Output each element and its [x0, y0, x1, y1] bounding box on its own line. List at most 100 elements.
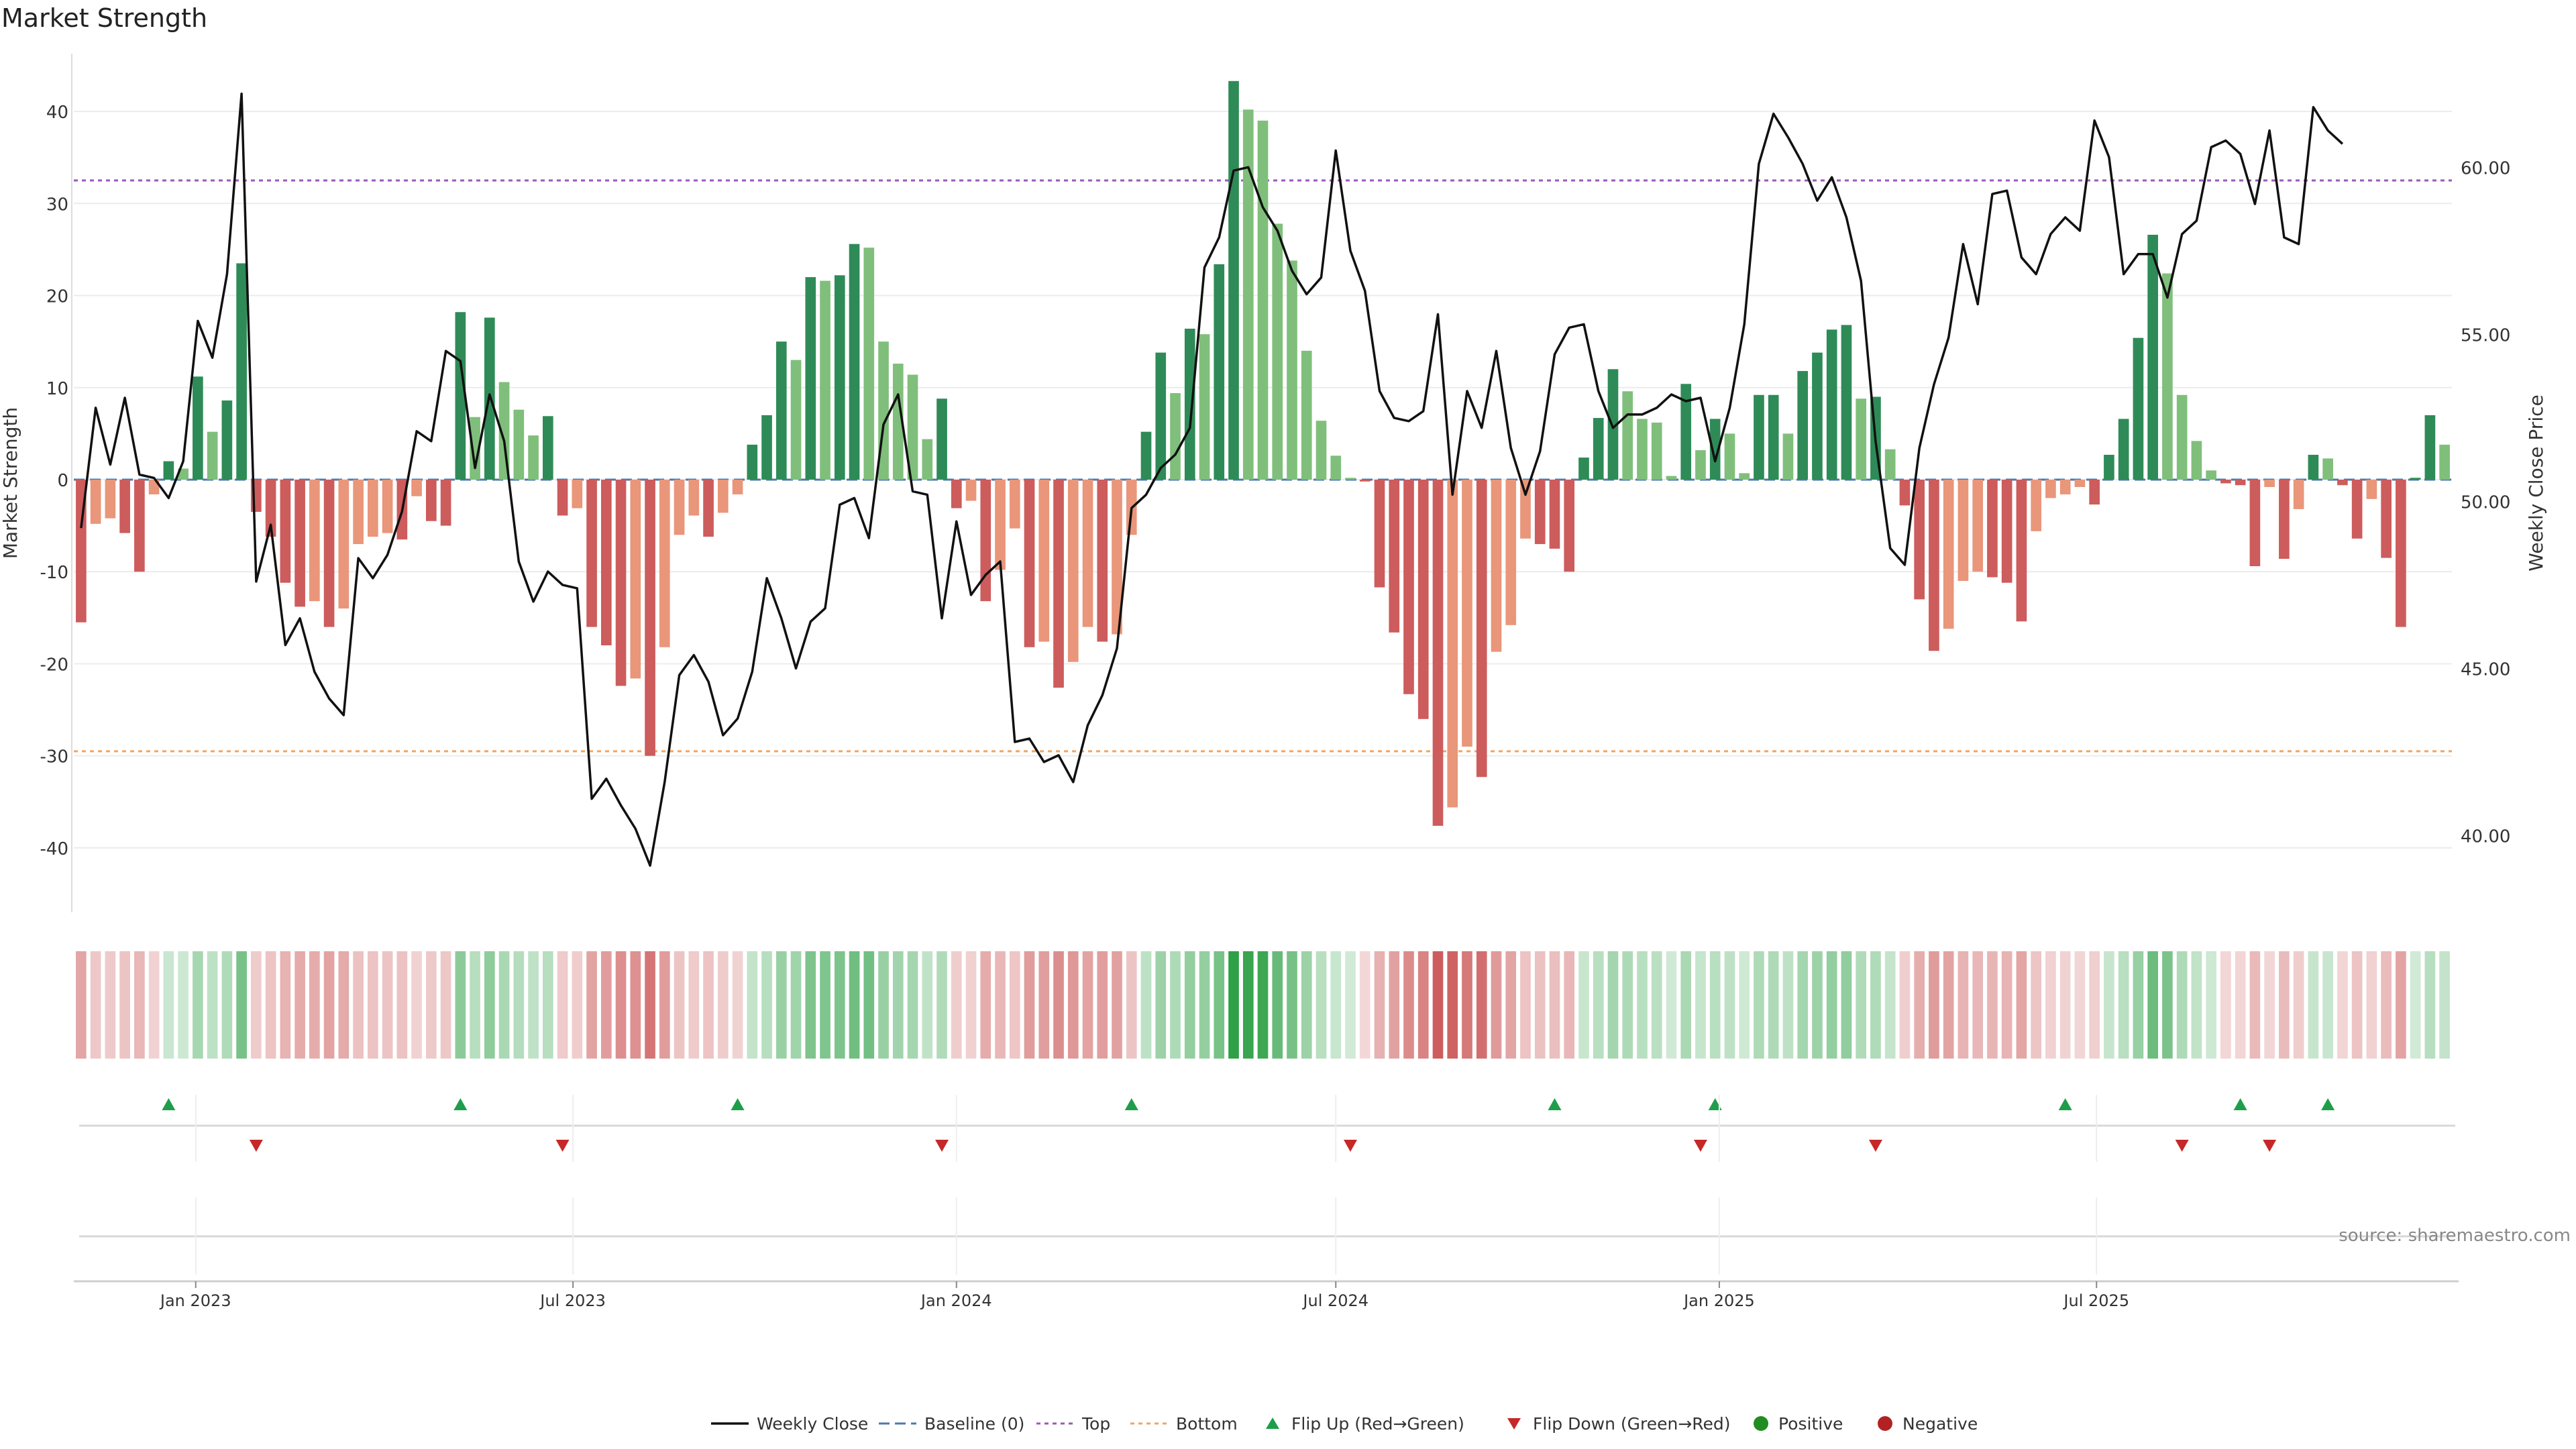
x-tick-label: Jan 2024 — [920, 1291, 992, 1310]
heat-cell — [396, 951, 408, 1059]
heat-cell — [1214, 951, 1225, 1059]
strength-bar — [2016, 480, 2027, 622]
heat-cell — [440, 951, 451, 1059]
strength-bar — [1520, 480, 1531, 539]
strength-bar — [440, 480, 451, 526]
heat-cell — [323, 951, 335, 1059]
heat-cell — [1345, 951, 1356, 1059]
heat-cell — [2366, 951, 2377, 1059]
legend-label: Positive — [1778, 1414, 1843, 1434]
heat-cell — [105, 951, 116, 1059]
heat-cell — [1242, 951, 1254, 1059]
heat-cell — [1389, 951, 1400, 1059]
strength-bar — [1155, 352, 1167, 480]
strength-bar — [1140, 431, 1152, 480]
strength-bar — [2279, 480, 2290, 559]
flip-up-marker — [731, 1098, 745, 1110]
x-tick-label: Jan 2025 — [1682, 1291, 1755, 1310]
y2-tick-label: 50.00 — [2461, 492, 2510, 513]
heat-cell — [2293, 951, 2304, 1059]
strength-bar — [1505, 480, 1517, 625]
strength-bar — [2045, 480, 2056, 498]
strength-bar — [907, 374, 918, 480]
legend-positive-swatch — [1754, 1416, 1768, 1431]
strength-bar — [1432, 480, 1444, 826]
heat-cell — [2001, 951, 2012, 1059]
heat-cell — [148, 951, 160, 1059]
heat-cell — [892, 951, 904, 1059]
strength-bar — [1782, 433, 1794, 480]
strength-bar — [703, 480, 714, 537]
heat-cell — [1155, 951, 1167, 1059]
strength-bar — [1549, 480, 1560, 549]
strength-bar — [1987, 480, 1998, 578]
heat-cell — [1797, 951, 1809, 1059]
strength-bar — [2059, 480, 2071, 494]
heat-cell — [775, 951, 787, 1059]
strength-bar — [1651, 422, 1662, 480]
heat-cell — [2308, 951, 2319, 1059]
strength-bar — [805, 277, 816, 480]
heat-cell — [1170, 951, 1181, 1059]
flip-up-marker — [2321, 1098, 2335, 1110]
strength-bar — [1462, 480, 1472, 747]
heat-cell — [1330, 951, 1342, 1059]
strength-bar — [1287, 260, 1297, 480]
strength-bar — [1680, 384, 1692, 480]
heat-cell — [178, 951, 189, 1059]
heat-cell — [1184, 951, 1195, 1059]
strength-bar — [338, 480, 350, 609]
heat-cell — [1739, 951, 1750, 1059]
heat-cell — [368, 951, 378, 1059]
heat-cell — [820, 951, 830, 1059]
strength-bar — [1578, 458, 1589, 480]
heat-cell — [1038, 951, 1050, 1059]
heat-cell — [2089, 951, 2100, 1059]
heat-cell — [965, 951, 977, 1059]
flip-up-marker — [2233, 1098, 2247, 1110]
heat-cell — [1782, 951, 1794, 1059]
heat-cell — [1812, 951, 1823, 1059]
heat-cell — [1374, 951, 1385, 1059]
strength-bar — [1695, 450, 1706, 480]
strength-bar — [674, 480, 685, 535]
strength-bar — [2424, 415, 2436, 480]
heat-cell — [936, 951, 947, 1059]
strength-bar — [1257, 120, 1269, 480]
legend-flip-down-swatch — [1507, 1418, 1521, 1430]
heat-cell — [1491, 951, 1502, 1059]
strength-bar — [1417, 480, 1429, 719]
strength-bar — [2089, 480, 2100, 505]
strength-bar — [1345, 478, 1356, 480]
heat-cell — [1957, 951, 1969, 1059]
y-tick-label: 10 — [46, 379, 68, 399]
heat-cell — [2220, 951, 2231, 1059]
flip-down-marker — [555, 1140, 570, 1152]
heat-cell — [878, 951, 889, 1059]
heat-cell — [1695, 951, 1706, 1059]
strength-bar — [834, 275, 845, 480]
strength-bar — [105, 480, 116, 519]
heat-cell — [411, 951, 422, 1059]
heat-cell — [1637, 951, 1648, 1059]
heat-cell — [1578, 951, 1589, 1059]
heat-cell — [995, 951, 1006, 1059]
strength-bar — [1593, 418, 1604, 480]
strength-bar — [2322, 458, 2333, 480]
strength-bar — [1082, 480, 1093, 627]
strength-bar — [586, 480, 597, 627]
legend-flip-up-swatch — [1266, 1417, 1279, 1429]
heat-cell — [309, 951, 320, 1059]
strength-bar — [790, 360, 802, 480]
strength-bar — [615, 480, 627, 686]
strength-bar — [1754, 394, 1764, 480]
strength-bar — [2410, 478, 2421, 480]
flip-down-marker — [935, 1140, 949, 1152]
y2-tick-label: 55.00 — [2461, 325, 2510, 345]
legend-label: Flip Down (Green→Red) — [1533, 1414, 1731, 1434]
flip-up-marker — [1708, 1098, 1722, 1110]
y-tick-label: 30 — [46, 195, 68, 215]
y2-tick-label: 60.00 — [2461, 158, 2510, 178]
strength-bar — [2220, 480, 2231, 484]
